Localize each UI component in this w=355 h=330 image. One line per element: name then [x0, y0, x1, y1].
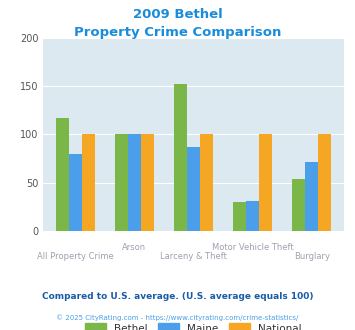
Bar — [128, 134, 141, 231]
Bar — [305, 162, 318, 231]
Bar — [141, 134, 154, 231]
Bar — [292, 179, 305, 231]
Bar — [259, 134, 272, 231]
Bar — [187, 147, 200, 231]
Text: © 2025 CityRating.com - https://www.cityrating.com/crime-statistics/: © 2025 CityRating.com - https://www.city… — [56, 314, 299, 321]
Text: 2009 Bethel: 2009 Bethel — [133, 8, 222, 21]
Bar — [318, 134, 331, 231]
Bar — [82, 134, 95, 231]
Bar — [233, 202, 246, 231]
Text: Compared to U.S. average. (U.S. average equals 100): Compared to U.S. average. (U.S. average … — [42, 292, 313, 301]
Bar — [200, 134, 213, 231]
Text: Larceny & Theft: Larceny & Theft — [160, 252, 227, 261]
Bar — [115, 134, 128, 231]
Bar — [69, 154, 82, 231]
Text: Property Crime Comparison: Property Crime Comparison — [74, 26, 281, 39]
Text: Burglary: Burglary — [294, 252, 330, 261]
Bar — [56, 118, 69, 231]
Legend: Bethel, Maine, National: Bethel, Maine, National — [81, 318, 306, 330]
Text: Motor Vehicle Theft: Motor Vehicle Theft — [212, 243, 294, 251]
Text: Arson: Arson — [122, 243, 146, 251]
Bar — [246, 201, 259, 231]
Text: All Property Crime: All Property Crime — [37, 252, 114, 261]
Bar — [174, 84, 187, 231]
